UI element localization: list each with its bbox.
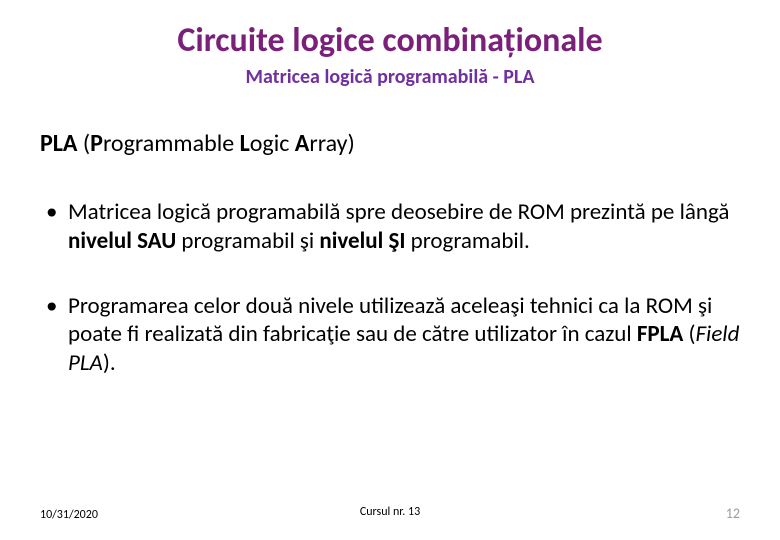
footer-date: 10/31/2020 (40, 508, 98, 522)
bullet-text-part: FPLA (637, 320, 683, 348)
intro-rogrammable: rogrammable (103, 129, 240, 158)
slide: Circuite logice combinaționale Matricea … (0, 0, 780, 540)
bullet-text-part: nivelul ŞI (319, 227, 405, 255)
intro-p: P (90, 129, 103, 158)
intro-open: ( (77, 129, 90, 158)
bullet-item: Matricea logică programabilă spre deoseb… (40, 198, 740, 256)
bullet-text-part: ). (103, 349, 116, 377)
intro-ogic: ogic (250, 129, 295, 158)
bullet-text-part: ( (683, 320, 695, 348)
footer-center: Cursul nr. 13 (360, 505, 420, 519)
bullet-text-part: Matricea logică programabilă spre deoseb… (68, 198, 729, 226)
intro-rray: rray) (309, 129, 354, 158)
slide-title: Circuite logice combinaționale (40, 20, 740, 61)
footer-page: 12 (726, 505, 740, 522)
intro-abbr: PLA (40, 129, 77, 158)
intro-l: L (240, 129, 250, 158)
bullet-item: Programarea celor două nivele utilizează… (40, 292, 740, 378)
footer: 10/31/2020 Cursul nr. 13 12 (40, 505, 740, 522)
intro-a: A (295, 129, 310, 158)
bullet-text-part: nivelul SAU (68, 227, 176, 255)
bullet-text-part: programabil şi (176, 227, 319, 255)
intro-line: PLA (Programmable Logic Array) (40, 129, 740, 158)
bullet-text-part: programabil. (405, 227, 529, 255)
bullet-list: Matricea logică programabilă spre deoseb… (40, 198, 740, 378)
bullet-text-part: Programarea celor două nivele utilizează… (68, 292, 712, 349)
slide-subtitle: Matricea logică programabilă - PLA (40, 65, 740, 89)
